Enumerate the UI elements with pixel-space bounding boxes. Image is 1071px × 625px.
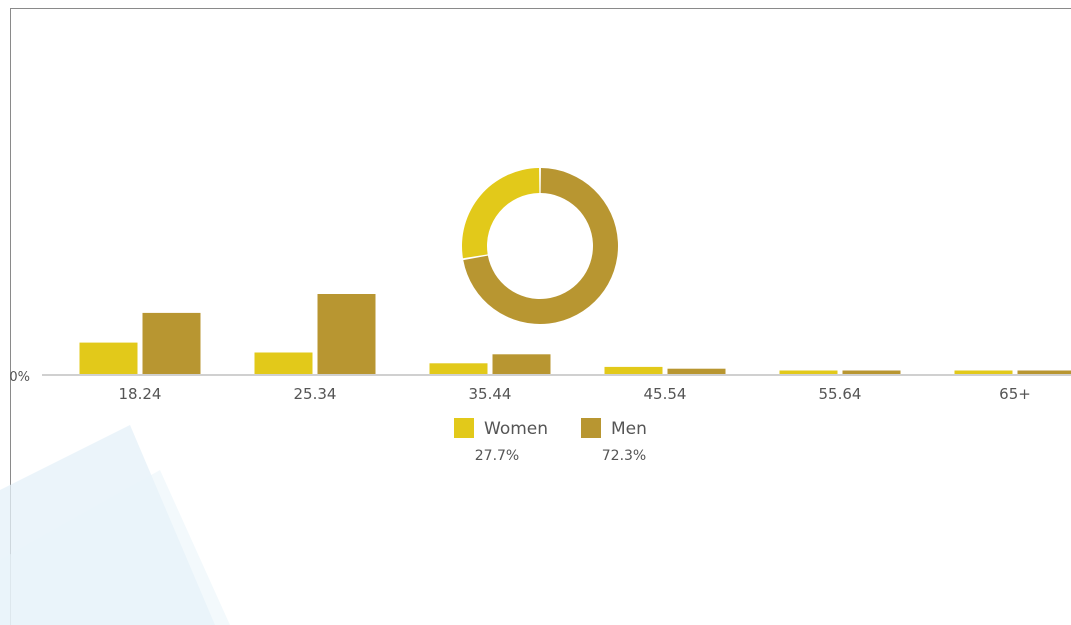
x-tick-label: 35.44 <box>469 385 512 403</box>
bars-group <box>79 294 1071 375</box>
bar-men-65 <box>1017 370 1071 375</box>
donut-slice-women <box>461 168 540 259</box>
x-tick-label: 55.64 <box>819 385 862 403</box>
bar-men-3544 <box>492 354 551 375</box>
bar-women-4554 <box>604 366 663 375</box>
legend-swatch-men <box>581 418 601 438</box>
donut-chart <box>461 168 619 325</box>
x-tick-labels: 18.24 25.34 35.44 45.54 55.64 65+ <box>119 385 1031 403</box>
y-tick-label: 0% <box>9 370 30 385</box>
bar-women-5564 <box>779 370 838 375</box>
bar-men-2534 <box>317 294 376 375</box>
bar-women-1824 <box>79 342 138 375</box>
bar-women-2534 <box>254 352 313 375</box>
legend-percent-women: 27.7% <box>475 448 519 464</box>
bar-women-3544 <box>429 363 488 375</box>
x-tick-label: 45.54 <box>644 385 687 403</box>
legend-swatch-women <box>454 418 474 438</box>
bar-men-5564 <box>842 370 901 375</box>
bar-women-65 <box>954 370 1013 375</box>
bar-men-4554 <box>667 368 726 375</box>
x-tick-label: 25.34 <box>294 385 337 403</box>
donut-slice-men <box>463 168 619 325</box>
legend-label-women: Women <box>484 419 548 439</box>
legend-label-men: Men <box>611 419 647 439</box>
x-tick-label: 18.24 <box>119 385 162 403</box>
x-tick-label: 65+ <box>999 385 1031 403</box>
legend: Women 27.7% Men 72.3% <box>454 418 647 464</box>
legend-percent-men: 72.3% <box>602 448 646 464</box>
chart-frame <box>10 8 1071 625</box>
bar-men-1824 <box>142 312 201 375</box>
